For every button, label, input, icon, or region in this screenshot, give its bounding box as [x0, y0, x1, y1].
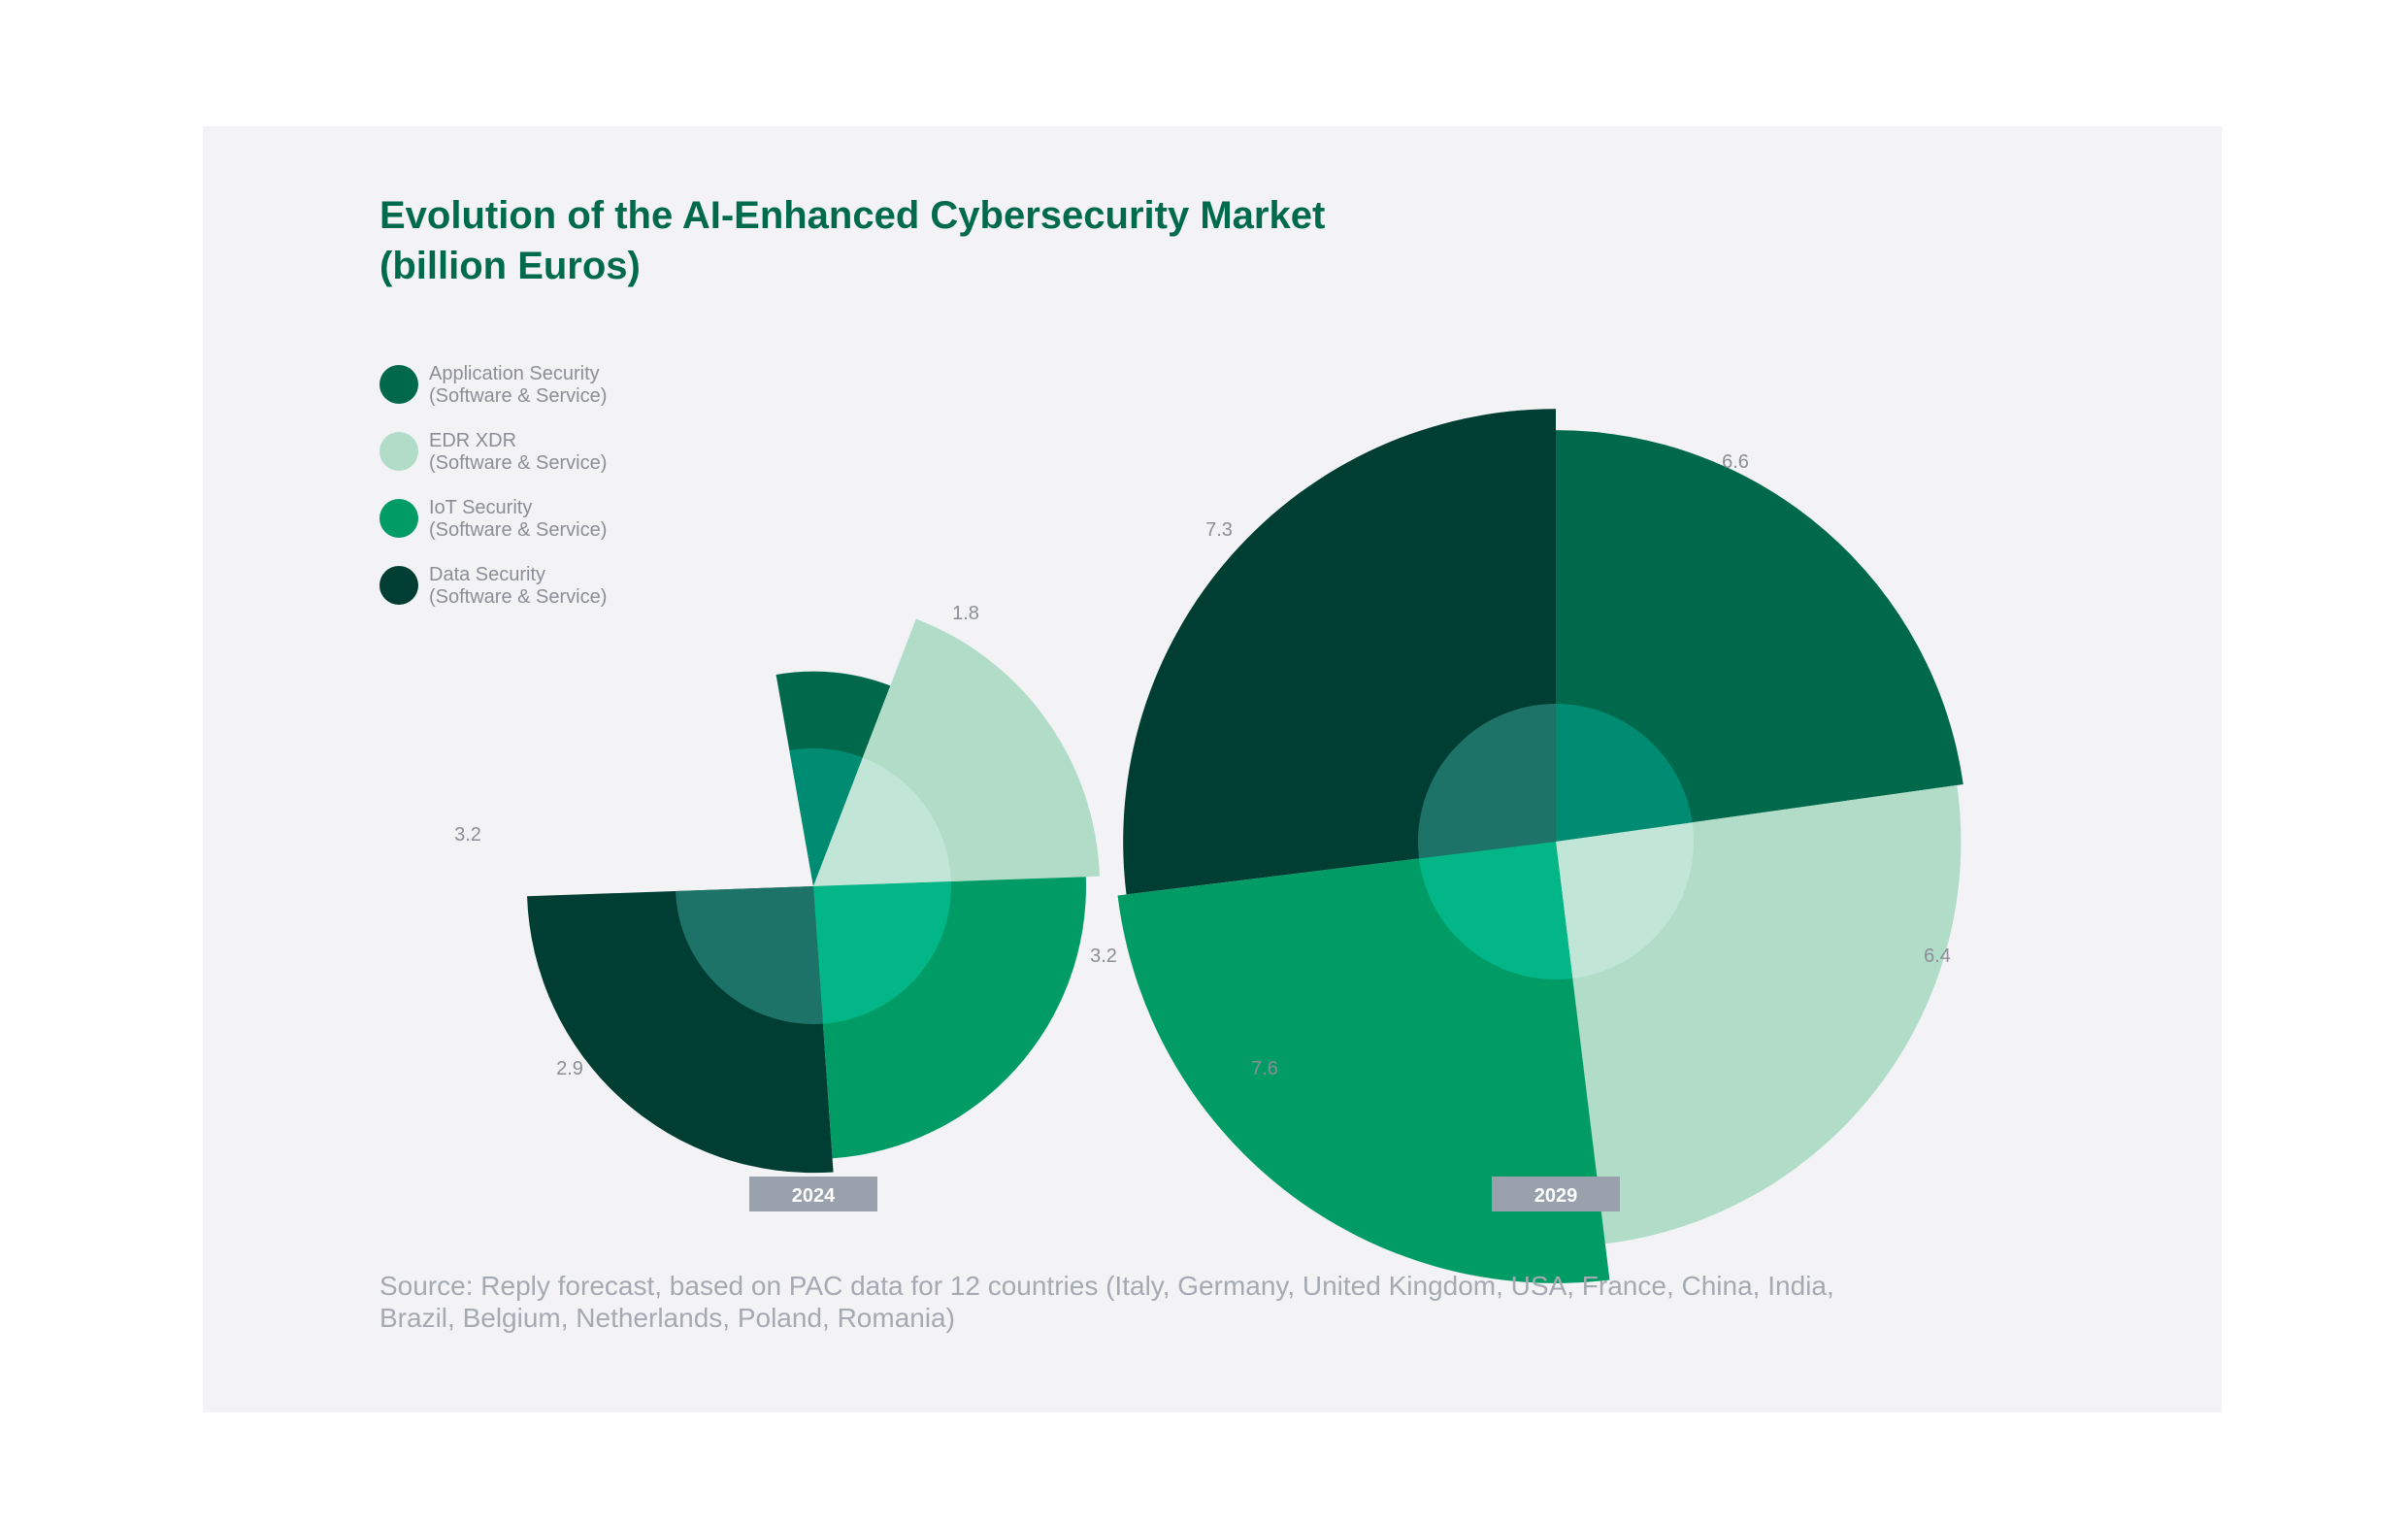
polar-chart-2029: 6.6 6.4 7.6 7.3 2029	[1117, 409, 1963, 1283]
chart-title: Evolution of the AI-Enhanced Cybersecuri…	[379, 190, 1738, 291]
value-label-edr-xdr-2024: 3.2	[1090, 945, 1117, 967]
legend-label-line2: (Software & Service)	[429, 586, 608, 608]
legend-label-line1: IoT Security	[429, 497, 533, 518]
chart-title-line2: (billion Euros)	[379, 245, 641, 287]
source-line2: Brazil, Belgium, Netherlands, Poland, Ro…	[379, 1303, 955, 1333]
legend-label-line2: (Software & Service)	[429, 519, 608, 541]
year-label-2029: 2029	[1534, 1185, 1578, 1207]
polar-chart-2024: 1.8 3.2 2.9 3.2 2024	[454, 603, 1117, 1211]
legend-label-line1: Data Security	[429, 564, 546, 585]
year-label-2024: 2024	[792, 1185, 836, 1207]
value-label-data-security-2029: 7.3	[1205, 519, 1233, 541]
legend-label-line2: (Software & Service)	[429, 452, 608, 474]
inner-sector-application-security-2029	[1556, 704, 1693, 842]
value-label-application-security-2029: 6.6	[1722, 451, 1749, 473]
inner-sector-iot-security-2024	[813, 881, 951, 1024]
legend-swatch	[379, 499, 418, 538]
inner-sector-iot-security-2029	[1419, 842, 1573, 979]
value-label-application-security-2024: 1.8	[952, 603, 979, 624]
sector-application-security-2029	[1556, 430, 1963, 842]
legend-swatch	[379, 432, 418, 471]
value-label-iot-security-2024: 2.9	[556, 1058, 583, 1079]
legend-swatch	[379, 566, 418, 605]
legend-label-line1: EDR XDR	[429, 430, 517, 451]
inner-sector-application-security-2024	[789, 748, 863, 886]
value-label-iot-security-2029: 7.6	[1251, 1058, 1278, 1079]
value-label-edr-xdr-2029: 6.4	[1924, 945, 1951, 967]
year-badge-2029	[1492, 1177, 1620, 1211]
legend-label-line2: (Software & Service)	[429, 385, 608, 407]
inner-sector-edr-xdr-2029	[1556, 822, 1695, 979]
value-label-data-security-2024: 3.2	[454, 824, 481, 846]
inner-sector-data-security-2029	[1418, 704, 1556, 859]
inner-sector-data-security-2024	[676, 886, 823, 1024]
inner-sector-edr-xdr-2024	[813, 757, 951, 886]
year-badge-2024	[749, 1177, 877, 1211]
legend-swatch	[379, 365, 418, 404]
legend-label-line1: Application Security	[429, 363, 600, 384]
source-line1: Source: Reply forecast, based on PAC dat…	[379, 1271, 1834, 1301]
chart-title-line1: Evolution of the AI-Enhanced Cybersecuri…	[379, 194, 1326, 237]
source-note: Source: Reply forecast, based on PAC dat…	[379, 1270, 2029, 1334]
